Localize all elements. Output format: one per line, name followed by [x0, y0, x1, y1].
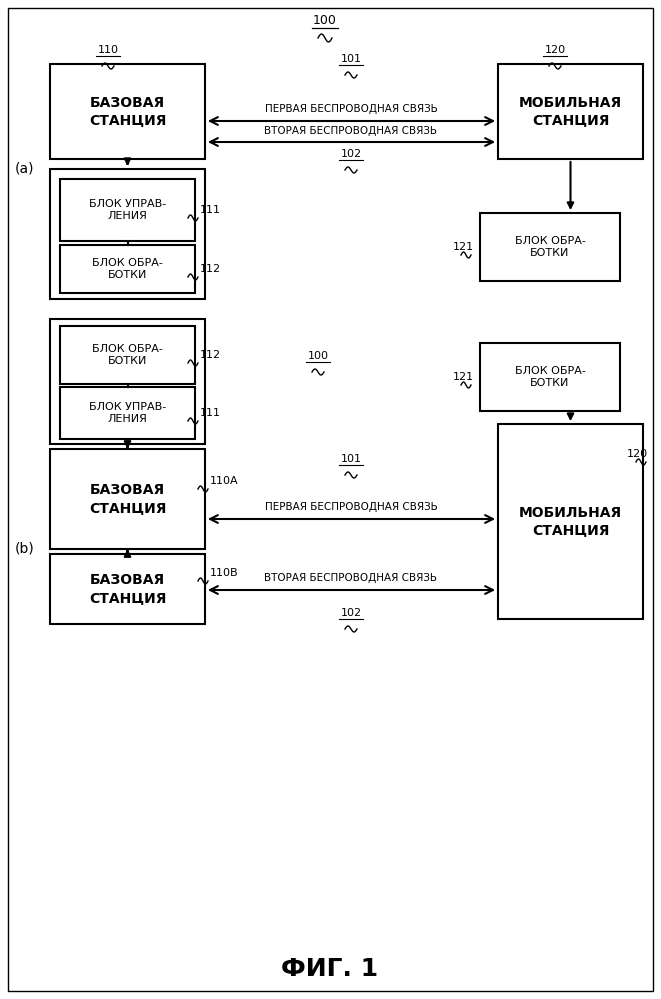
FancyBboxPatch shape: [50, 319, 205, 444]
Text: 120: 120: [627, 449, 648, 459]
FancyBboxPatch shape: [480, 213, 620, 281]
Text: 101: 101: [340, 54, 362, 64]
Text: МОБИЛЬНАЯ
СТАНЦИЯ: МОБИЛЬНАЯ СТАНЦИЯ: [519, 505, 622, 537]
Text: (b): (b): [15, 542, 35, 556]
Text: 121: 121: [453, 242, 474, 252]
Text: 101: 101: [340, 454, 362, 464]
Text: 120: 120: [545, 45, 566, 55]
Text: БЛОК ОБРА-
БОТКИ: БЛОК ОБРА- БОТКИ: [92, 344, 163, 367]
Text: 111: 111: [200, 408, 221, 418]
Text: ВТОРАЯ БЕСПРОВОДНАЯ СВЯЗЬ: ВТОРАЯ БЕСПРОВОДНАЯ СВЯЗЬ: [264, 126, 438, 136]
Text: МОБИЛЬНАЯ
СТАНЦИЯ: МОБИЛЬНАЯ СТАНЦИЯ: [519, 96, 622, 127]
Text: ВТОРАЯ БЕСПРОВОДНАЯ СВЯЗЬ: ВТОРАЯ БЕСПРОВОДНАЯ СВЯЗЬ: [264, 573, 438, 583]
FancyBboxPatch shape: [498, 64, 643, 159]
Text: БАЗОВАЯ
СТАНЦИЯ: БАЗОВАЯ СТАНЦИЯ: [89, 484, 166, 514]
Text: БЛОК ОБРА-
БОТКИ: БЛОК ОБРА- БОТКИ: [514, 236, 586, 258]
Text: 112: 112: [200, 350, 221, 360]
FancyBboxPatch shape: [50, 449, 205, 549]
FancyBboxPatch shape: [498, 424, 643, 619]
Text: ПЕРВАЯ БЕСПРОВОДНАЯ СВЯЗЬ: ПЕРВАЯ БЕСПРОВОДНАЯ СВЯЗЬ: [264, 501, 438, 512]
Text: 112: 112: [200, 264, 221, 274]
Text: ФИГ. 1: ФИГ. 1: [282, 957, 379, 981]
Text: (a): (a): [15, 162, 35, 176]
Text: 111: 111: [200, 205, 221, 215]
FancyBboxPatch shape: [50, 64, 205, 159]
Text: БЛОК УПРАВ-
ЛЕНИЯ: БЛОК УПРАВ- ЛЕНИЯ: [89, 402, 166, 425]
Text: БАЗОВАЯ
СТАНЦИЯ: БАЗОВАЯ СТАНЦИЯ: [89, 96, 166, 127]
Text: 102: 102: [340, 149, 362, 159]
Text: 110A: 110A: [210, 476, 239, 486]
Text: БЛОК УПРАВ-
ЛЕНИЯ: БЛОК УПРАВ- ЛЕНИЯ: [89, 199, 166, 221]
Text: 100: 100: [313, 14, 337, 27]
Text: БЛОК ОБРА-
БОТКИ: БЛОК ОБРА- БОТКИ: [514, 366, 586, 389]
FancyBboxPatch shape: [50, 169, 205, 299]
Text: 110: 110: [98, 45, 118, 55]
Text: 102: 102: [340, 608, 362, 618]
Text: ПЕРВАЯ БЕСПРОВОДНАЯ СВЯЗЬ: ПЕРВАЯ БЕСПРОВОДНАЯ СВЯЗЬ: [264, 104, 438, 114]
Text: 110B: 110B: [210, 568, 239, 578]
FancyBboxPatch shape: [60, 387, 195, 439]
Text: 121: 121: [453, 372, 474, 382]
FancyBboxPatch shape: [60, 326, 195, 384]
Text: БЛОК ОБРА-
БОТКИ: БЛОК ОБРА- БОТКИ: [92, 258, 163, 280]
FancyBboxPatch shape: [50, 554, 205, 624]
FancyBboxPatch shape: [60, 179, 195, 241]
FancyBboxPatch shape: [60, 245, 195, 293]
Text: 100: 100: [307, 351, 329, 361]
Text: БАЗОВАЯ
СТАНЦИЯ: БАЗОВАЯ СТАНЦИЯ: [89, 573, 166, 604]
FancyBboxPatch shape: [480, 343, 620, 411]
